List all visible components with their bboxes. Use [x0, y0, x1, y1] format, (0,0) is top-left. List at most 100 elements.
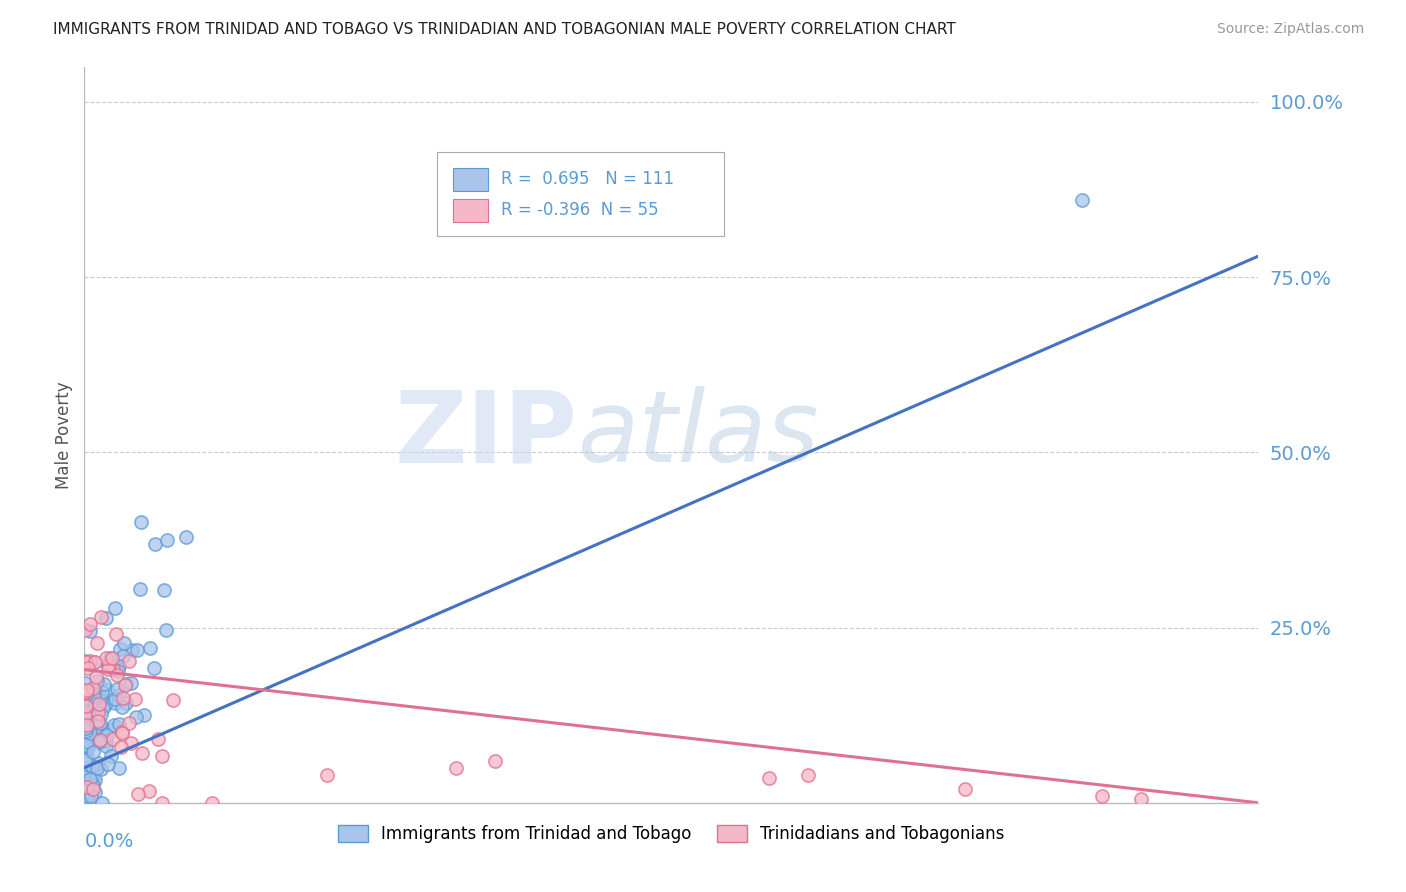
Point: [89, 733, 111, 747]
Point: [90, 707, 112, 722]
Y-axis label: Male Poverty: Male Poverty: [55, 381, 73, 489]
Point: [97, 757, 120, 772]
Point: [112, 636, 135, 650]
Point: [84, 785, 107, 799]
Point: [138, 783, 160, 797]
Text: 0.0%: 0.0%: [84, 832, 134, 851]
Point: [83, 682, 105, 697]
Point: [121, 642, 143, 657]
Point: [80, 789, 103, 803]
Point: [75, 760, 97, 774]
Point: [75, 721, 97, 735]
Point: [101, 662, 124, 676]
Point: [82, 771, 104, 785]
Point: [96, 683, 118, 698]
Point: [107, 664, 129, 678]
Point: [90, 763, 112, 777]
Text: atlas: atlas: [578, 386, 820, 483]
Point: [111, 724, 134, 739]
Point: [77, 739, 100, 754]
Point: [79, 772, 101, 786]
Point: [77, 769, 100, 783]
Text: IMMIGRANTS FROM TRINIDAD AND TOBAGO VS TRINIDADIAN AND TOBAGONIAN MALE POVERTY C: IMMIGRANTS FROM TRINIDAD AND TOBAGO VS T…: [53, 22, 956, 37]
Point: [80, 773, 103, 788]
Point: [96, 727, 118, 741]
Point: [75, 685, 97, 699]
Point: [76, 789, 98, 803]
Legend: Immigrants from Trinidad and Tobago, Trinidadians and Tobagonians: Immigrants from Trinidad and Tobago, Tri…: [332, 818, 1011, 850]
Point: [83, 655, 105, 669]
Point: [110, 739, 132, 754]
Point: [83, 690, 105, 704]
Point: [73, 753, 96, 767]
Point: [111, 726, 134, 740]
Point: [83, 697, 105, 711]
Point: [143, 536, 166, 550]
Point: [82, 778, 104, 792]
Point: [98, 650, 121, 665]
Point: [86, 636, 108, 650]
Point: [79, 617, 101, 632]
Point: [82, 684, 104, 698]
Point: [84, 670, 107, 684]
Point: [953, 781, 976, 796]
Point: [101, 723, 124, 737]
Point: [1091, 789, 1114, 803]
Point: [86, 761, 108, 775]
Point: [75, 699, 97, 714]
Point: [77, 709, 100, 723]
Point: [120, 676, 142, 690]
Point: [484, 754, 506, 768]
Point: [100, 749, 122, 764]
Point: [80, 707, 103, 722]
Point: [83, 655, 105, 669]
Point: [127, 787, 149, 801]
FancyBboxPatch shape: [453, 168, 488, 191]
Point: [76, 697, 98, 711]
Point: [90, 691, 112, 706]
Point: [79, 726, 101, 740]
Point: [97, 658, 120, 673]
Point: [82, 763, 104, 777]
Point: [89, 693, 111, 707]
Point: [94, 698, 117, 712]
Point: [76, 661, 98, 675]
Point: [89, 716, 111, 731]
Point: [89, 735, 111, 749]
Point: [150, 796, 173, 810]
Point: [103, 718, 125, 732]
Point: [90, 609, 112, 624]
Point: [107, 681, 129, 696]
Point: [139, 641, 162, 656]
Point: [86, 673, 108, 688]
Point: [94, 611, 117, 625]
Point: [146, 731, 169, 746]
Point: [162, 692, 184, 706]
Point: [110, 642, 132, 657]
Point: [201, 796, 224, 810]
Point: [82, 745, 104, 759]
Point: [75, 676, 97, 690]
Point: [124, 710, 146, 724]
Point: [94, 734, 117, 748]
Point: [77, 769, 100, 783]
Point: [96, 739, 118, 753]
Point: [90, 685, 112, 699]
Point: [91, 722, 114, 736]
Point: [94, 692, 117, 706]
Point: [87, 735, 110, 749]
Point: [155, 624, 177, 638]
Point: [76, 687, 98, 701]
Point: [108, 717, 131, 731]
Point: [114, 678, 136, 692]
Point: [73, 624, 96, 638]
Point: [82, 758, 104, 772]
Point: [143, 661, 166, 675]
Point: [75, 726, 97, 740]
Point: [75, 738, 97, 752]
Text: Source: ZipAtlas.com: Source: ZipAtlas.com: [1216, 22, 1364, 37]
Point: [111, 699, 134, 714]
Point: [87, 706, 110, 720]
Point: [115, 677, 138, 691]
Point: [124, 692, 146, 706]
